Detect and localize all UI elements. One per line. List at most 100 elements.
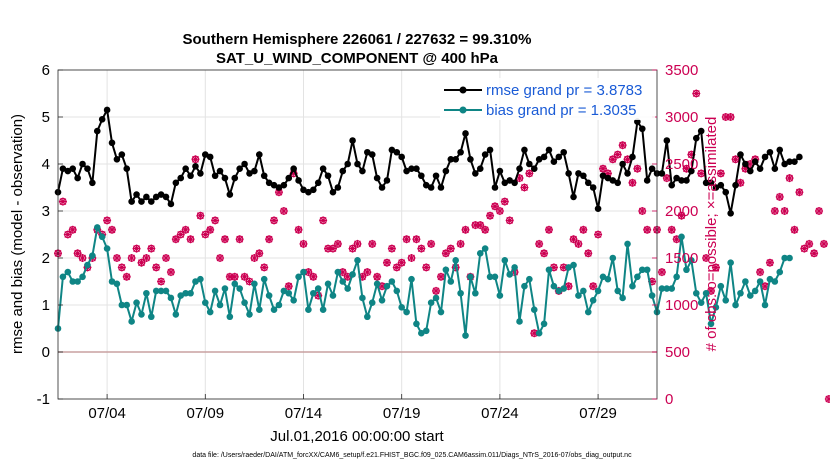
bias-point bbox=[648, 292, 656, 299]
obs-marker bbox=[412, 235, 421, 244]
bias-point bbox=[256, 306, 263, 314]
obs-marker-cross bbox=[333, 239, 342, 248]
rmse-point bbox=[378, 184, 386, 191]
obs-marker-cross bbox=[505, 216, 514, 225]
rmse-point bbox=[89, 179, 96, 187]
bias-point bbox=[452, 257, 459, 264]
bias-point bbox=[697, 299, 705, 306]
obs-marker bbox=[692, 89, 701, 98]
bias-point bbox=[334, 268, 342, 276]
obs-marker-cross bbox=[648, 277, 657, 286]
obs-marker bbox=[279, 207, 288, 215]
bias-point bbox=[64, 268, 72, 276]
obs-marker-cross bbox=[382, 258, 391, 267]
bias-point bbox=[722, 297, 730, 304]
rmse-point bbox=[403, 167, 410, 175]
rmse-point bbox=[251, 167, 258, 175]
bias-point bbox=[310, 289, 317, 297]
legend: rmse grand pr = 3.8783 bias grand pr = 1… bbox=[440, 78, 655, 120]
bias-point bbox=[123, 301, 131, 309]
bias-point bbox=[712, 304, 720, 311]
obs-marker-cross bbox=[319, 216, 328, 225]
bias-point bbox=[506, 271, 514, 278]
rmse-point bbox=[540, 153, 548, 161]
obs-marker-cross bbox=[68, 225, 77, 234]
bias-point bbox=[324, 280, 332, 288]
obs-marker-cross bbox=[417, 244, 426, 253]
bias-point bbox=[422, 327, 430, 335]
legend-bias-label: bias grand pr = 1.3035 bbox=[486, 102, 637, 119]
obs-marker bbox=[765, 258, 774, 267]
obs-marker bbox=[152, 263, 161, 272]
obs-marker-cross bbox=[535, 239, 544, 248]
rmse-point bbox=[206, 153, 214, 161]
obs-marker-cross bbox=[540, 249, 549, 258]
bias-point bbox=[138, 311, 145, 318]
bias-point bbox=[467, 273, 474, 281]
obs-marker bbox=[574, 239, 583, 248]
bias-point bbox=[481, 245, 489, 252]
obs-marker bbox=[584, 249, 593, 258]
obs-marker-cross bbox=[672, 235, 681, 244]
obs-marker bbox=[348, 244, 357, 253]
obs-marker bbox=[402, 235, 411, 244]
rmse-point bbox=[796, 153, 803, 161]
rmse-point bbox=[570, 193, 577, 201]
bias-point bbox=[201, 299, 209, 306]
obs-marker bbox=[608, 155, 617, 164]
rmse-point bbox=[192, 163, 199, 170]
rmse-point bbox=[545, 146, 553, 154]
right-tick-label: 1000 bbox=[665, 297, 698, 314]
bias-point bbox=[143, 289, 150, 297]
bias-point bbox=[398, 304, 405, 311]
bias-point bbox=[113, 280, 121, 288]
obs-marker bbox=[73, 249, 82, 258]
obs-marker-cross bbox=[343, 272, 352, 281]
bias-point bbox=[290, 297, 297, 304]
obs-marker-cross bbox=[490, 202, 499, 211]
rmse-point bbox=[270, 181, 278, 189]
obs-marker-cross bbox=[559, 263, 568, 272]
obs-marker-cross bbox=[402, 235, 411, 244]
bias-point bbox=[491, 273, 499, 281]
rmse-point bbox=[751, 158, 759, 165]
bias-point bbox=[599, 273, 607, 281]
bias-point bbox=[177, 292, 185, 299]
bias-point bbox=[432, 294, 440, 302]
bias-point bbox=[462, 332, 469, 339]
bias-point bbox=[437, 308, 445, 316]
legend-bias-marker bbox=[459, 106, 467, 114]
bias-point bbox=[393, 287, 401, 295]
obs-marker-cross bbox=[608, 155, 617, 164]
rmse-point bbox=[496, 167, 504, 175]
bias-point bbox=[93, 224, 101, 231]
rmse-point bbox=[364, 148, 371, 156]
obs-marker-cross bbox=[461, 225, 470, 234]
legend-box bbox=[440, 78, 655, 120]
bias-point bbox=[688, 257, 695, 264]
rmse-point bbox=[98, 116, 106, 123]
bias-point bbox=[781, 254, 788, 262]
bias-point bbox=[540, 320, 548, 328]
rmse-point bbox=[147, 198, 155, 205]
bias-point bbox=[206, 308, 214, 316]
rmse-point bbox=[781, 160, 788, 168]
bias-point bbox=[69, 278, 77, 285]
obs-marker bbox=[127, 254, 136, 262]
bias-point bbox=[265, 292, 273, 299]
data-file-footer: data file: /Users/raeder/DAI/ATM_forcXX/… bbox=[192, 452, 632, 459]
obs-marker bbox=[230, 272, 239, 281]
y-axis-label-right: # of obs: o=possible; ×=assimilated bbox=[703, 117, 720, 352]
obs-marker bbox=[68, 225, 77, 234]
obs-marker bbox=[594, 230, 603, 239]
rmse-point bbox=[334, 184, 342, 191]
obs-marker bbox=[63, 230, 72, 239]
rmse-point bbox=[118, 151, 126, 158]
rmse-point bbox=[668, 181, 676, 189]
obs-marker-cross bbox=[598, 164, 607, 173]
bias-point bbox=[442, 266, 450, 274]
rmse-point bbox=[398, 153, 405, 161]
obs-marker bbox=[142, 254, 151, 262]
obs-marker bbox=[579, 225, 588, 234]
bias-point bbox=[285, 289, 293, 297]
